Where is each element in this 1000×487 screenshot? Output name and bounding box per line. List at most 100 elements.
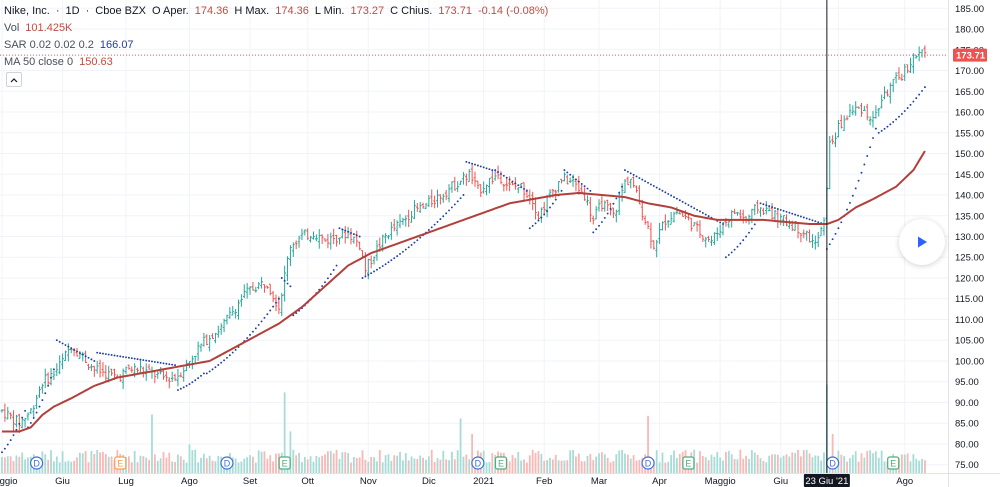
sar-dot	[814, 220, 817, 223]
ohlc-bar	[257, 282, 261, 290]
earnings-marker[interactable]: E	[494, 456, 508, 470]
volume-bar	[465, 454, 468, 473]
time-tick-label: Nov	[360, 476, 377, 487]
sar-dot	[15, 428, 18, 431]
sar-dot	[598, 224, 600, 227]
scroll-to-realtime-button[interactable]	[899, 219, 945, 265]
volume-bar	[912, 454, 915, 473]
price-tick-label: 90.00	[955, 398, 979, 409]
sar-dot	[690, 205, 693, 208]
volume-bar	[924, 460, 926, 473]
volume-bar	[430, 449, 433, 473]
dividend-marker[interactable]: D	[30, 456, 44, 470]
time-axis[interactable]: Maggio Giu Lug Ago Set Ott Nov Dic 2021 Feb Mar Apr…	[0, 476, 913, 487]
legend-ohlc-row[interactable]: Nike, Inc. · 1D · Cboe BZX O Aper. 174.3…	[4, 3, 548, 20]
volume-bar	[739, 449, 742, 473]
ohlc-bar	[438, 194, 442, 205]
volume-bar	[153, 454, 156, 473]
earnings-marker[interactable]: E	[887, 456, 900, 470]
sar-dot	[436, 220, 439, 223]
dividend-marker[interactable]: D	[826, 456, 840, 470]
ohlc-bar	[753, 204, 757, 216]
earnings-marker[interactable]: E	[278, 456, 291, 470]
sar-dot	[537, 219, 540, 222]
sar-dot	[903, 110, 906, 112]
time-tick-label: 2021	[473, 476, 494, 487]
sar-dot	[520, 186, 523, 189]
sar-label: SAR 0.02 0.02 0.2	[4, 39, 94, 51]
volume-bar	[107, 456, 110, 473]
ohlc-bar	[167, 377, 171, 389]
sar-dot	[139, 358, 142, 361]
sar-dot	[673, 196, 675, 199]
sar-dot	[321, 285, 324, 287]
ohlc-bar	[692, 222, 696, 227]
volume-bar	[136, 462, 139, 473]
chevron-up-icon	[10, 77, 18, 82]
sar-dot	[450, 206, 453, 209]
sar-dot	[615, 197, 618, 200]
ohlc-bar	[906, 64, 910, 74]
ohlc-bar	[401, 217, 405, 225]
sar-dot	[430, 226, 433, 229]
symbol-name[interactable]: Nike, Inc.	[4, 5, 50, 17]
volume-bar	[93, 453, 96, 473]
sar-dot	[802, 216, 805, 219]
price-axis[interactable]: 75.00 80.00 85.00 90.00 95.00 100.00 105.00 110…	[955, 4, 984, 471]
ohlc-bar	[476, 180, 480, 190]
ohlc-bar	[190, 355, 194, 370]
volume-bar	[849, 458, 851, 473]
sar-dot	[384, 263, 387, 266]
sar-dot	[263, 316, 266, 319]
ohlc-bar	[0, 409, 4, 413]
sar-dot	[494, 169, 497, 172]
sar-dot	[260, 320, 263, 323]
collapse-legend-button[interactable]	[6, 72, 22, 87]
sar-dot	[381, 265, 384, 267]
sar-dot	[396, 255, 399, 258]
ohlc-bar	[563, 172, 566, 182]
volume-bar	[44, 454, 47, 473]
legend-volume-row[interactable]: Vol 101.425K	[4, 20, 548, 37]
sar-dot	[93, 360, 96, 362]
dividend-marker[interactable]: D	[220, 456, 234, 470]
ohlc-bar	[182, 367, 186, 382]
volume-bar	[376, 461, 378, 473]
sar-dot	[592, 231, 595, 234]
sar-dot	[122, 355, 125, 358]
sar-dot	[73, 348, 76, 351]
ohlc-bar	[891, 78, 895, 93]
dividend-marker[interactable]: D	[641, 456, 655, 470]
ohlc-bar	[124, 366, 128, 375]
volume-bar	[243, 458, 246, 473]
ohlc-bar	[222, 318, 226, 333]
volume-bar	[652, 460, 655, 473]
sar-dot	[338, 227, 341, 230]
dividend-marker[interactable]: D	[471, 456, 485, 470]
ohlc-bar	[848, 103, 852, 118]
ohlc-bar	[603, 200, 607, 212]
volume-bar	[670, 455, 673, 473]
volume-bar	[750, 450, 753, 473]
legend-sar-row[interactable]: SAR 0.02 0.02 0.2 166.07	[4, 37, 548, 54]
ohlc-bar	[366, 258, 370, 280]
interval-label[interactable]: 1D	[65, 5, 80, 17]
volume-bar	[551, 459, 554, 473]
volume-bar	[658, 462, 661, 473]
ohlc-bar	[917, 46, 921, 62]
sar-dot	[289, 285, 292, 288]
sar-dot	[378, 266, 381, 269]
volume-bar	[159, 458, 162, 473]
earnings-marker[interactable]: E	[682, 456, 695, 470]
ohlc-bar	[635, 185, 638, 193]
volume-bar	[710, 454, 713, 473]
time-tick-label: Maggio	[0, 476, 18, 487]
legend-ma-row[interactable]: MA 50 close 0 150.63	[4, 54, 548, 71]
volume-bar	[275, 453, 277, 473]
ohlc-bar	[718, 224, 722, 239]
ohlc-bar	[173, 373, 177, 382]
earnings-marker[interactable]: E	[114, 456, 127, 470]
sar-dot	[877, 131, 880, 134]
